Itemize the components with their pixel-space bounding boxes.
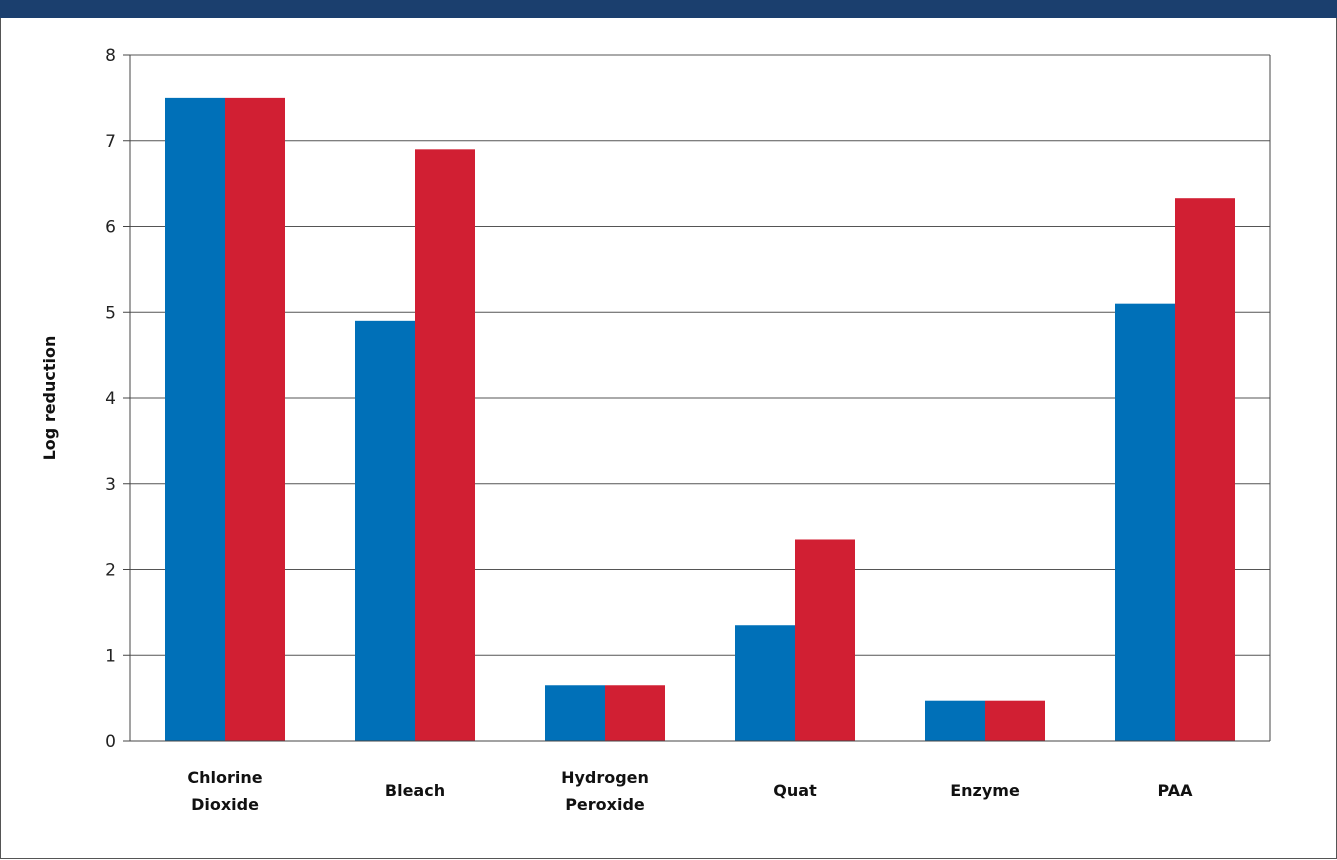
header-bar	[0, 0, 1337, 18]
y-tick-label-4: 4	[105, 389, 116, 409]
bar-2-2	[415, 149, 475, 741]
bar-1-2	[355, 320, 415, 741]
y-tick-label-2: 2	[105, 561, 116, 581]
x-tick-label-6: PAA	[1157, 781, 1193, 800]
y-tick-label-1: 1	[105, 646, 116, 666]
y-tick-label-3: 3	[105, 475, 116, 495]
bar-2-5	[985, 700, 1045, 741]
x-tick-label-4: Quat	[773, 781, 817, 800]
y-tick-label-7: 7	[105, 132, 116, 152]
y-tick-label-8: 8	[105, 46, 116, 66]
bar-1-5	[925, 700, 985, 741]
y-tick-label-6: 6	[105, 218, 116, 238]
bar-1-1	[165, 97, 225, 741]
bar-2-4	[795, 539, 855, 741]
bar-1-3	[545, 685, 605, 741]
bar-2-6	[1175, 198, 1235, 741]
x-tick-label-1: Chlorine Dioxide	[187, 768, 262, 814]
x-tick-label-2: Bleach	[385, 781, 445, 800]
bar-2-1	[225, 97, 285, 741]
bar-1-4	[735, 625, 795, 741]
y-tick-label-5: 5	[105, 303, 116, 323]
bar-1-6	[1115, 303, 1175, 741]
x-tick-label-3: Hydrogen Peroxide	[561, 768, 649, 814]
axis-labels: 0 1 2 3 4 5 6 7 8 Chlorine Dioxide Bleach Hydrogen Pe…	[105, 46, 1193, 814]
axes	[123, 54, 1271, 742]
x-tick-label-5: Enzyme	[950, 781, 1020, 800]
bar-2-3	[605, 685, 665, 741]
bars	[165, 97, 1235, 741]
y-axis-label: Log reduction	[40, 336, 59, 461]
y-tick-label-0: 0	[105, 732, 116, 752]
gridlines	[130, 54, 1270, 656]
